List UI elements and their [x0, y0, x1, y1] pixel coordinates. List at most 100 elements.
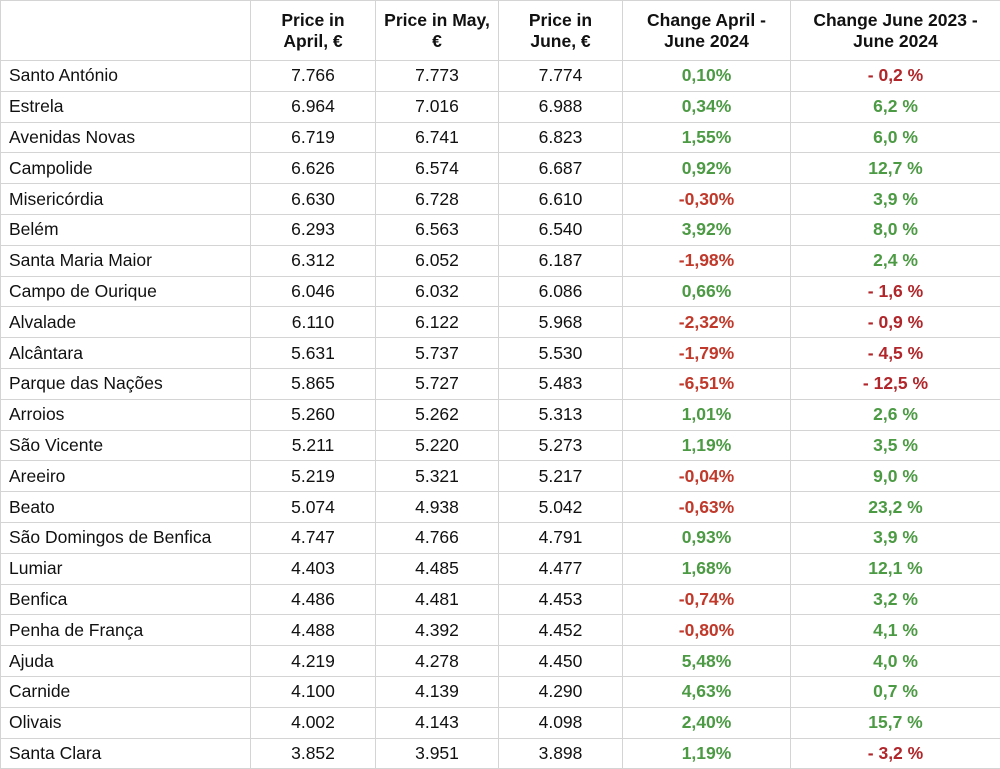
table-row: Lumiar 4.403 4.485 4.477 1,68% 12,1 %: [0, 552, 1000, 585]
price-may: 6.741: [375, 121, 499, 154]
table-row: Penha de França 4.488 4.392 4.452 -0,80% 4,1 …: [0, 614, 1000, 647]
change-yoy: 23,2 %: [790, 491, 1000, 523]
header-cell: Change June 2023 - June 2024: [790, 0, 1000, 61]
table-row: Areeiro 5.219 5.321 5.217 -0,04% 9,0 %: [0, 460, 1000, 493]
price-may: 6.728: [375, 183, 499, 215]
district-name: Lumiar: [0, 552, 251, 585]
change-yoy: - 4,5 %: [790, 337, 1000, 369]
change-april-june: -0,74%: [622, 583, 791, 616]
district-name: Olivais: [0, 706, 251, 739]
table-row: São Domingos de Benfica 4.747 4.766 4.791 0,…: [0, 521, 1000, 554]
price-june: 4.290: [498, 675, 623, 708]
change-april-june: 1,19%: [622, 737, 791, 769]
price-june: 3.898: [498, 737, 623, 769]
price-may: 6.574: [375, 152, 499, 185]
change-yoy: - 0,2 %: [790, 60, 1000, 92]
price-may: 6.032: [375, 275, 499, 308]
table-row: Ajuda 4.219 4.278 4.450 5,48% 4,0 %: [0, 645, 1000, 677]
price-april: 6.110: [250, 306, 376, 339]
header-cell: Price in May, €: [375, 0, 499, 61]
change-yoy: 3,2 %: [790, 583, 1000, 616]
price-may: 6.122: [375, 306, 499, 339]
district-name: Avenidas Novas: [0, 121, 251, 154]
change-yoy: 4,1 %: [790, 614, 1000, 647]
change-april-june: -6,51%: [622, 367, 791, 400]
change-yoy: 12,7 %: [790, 152, 1000, 185]
header-row: Price in April, € Price in May, € Price in…: [0, 0, 1000, 61]
header-cell: Price in June, €: [498, 0, 623, 61]
change-april-june: 5,48%: [622, 645, 791, 677]
price-may: 5.737: [375, 337, 499, 369]
table-row: Santa Maria Maior 6.312 6.052 6.187 -1,98% 2,…: [0, 244, 1000, 277]
change-yoy: 8,0 %: [790, 213, 1000, 246]
change-yoy: 3,9 %: [790, 183, 1000, 215]
district-name: São Domingos de Benfica: [0, 521, 251, 554]
price-may: 5.220: [375, 429, 499, 462]
price-june: 5.313: [498, 398, 623, 431]
price-june: 5.483: [498, 367, 623, 400]
change-april-june: 1,01%: [622, 398, 791, 431]
price-may: 4.392: [375, 614, 499, 647]
district-name: Areeiro: [0, 460, 251, 493]
district-name: Ajuda: [0, 645, 251, 677]
price-may: 5.321: [375, 460, 499, 493]
change-yoy: 3,9 %: [790, 521, 1000, 554]
change-april-june: -0,63%: [622, 491, 791, 523]
change-april-june: 0,92%: [622, 152, 791, 185]
district-name: Beato: [0, 491, 251, 523]
change-april-june: -1,98%: [622, 244, 791, 277]
price-june: 5.273: [498, 429, 623, 462]
price-june: 6.687: [498, 152, 623, 185]
price-april: 5.260: [250, 398, 376, 431]
table-row: Benfica 4.486 4.481 4.453 -0,74% 3,2 %: [0, 583, 1000, 616]
table-row: Olivais 4.002 4.143 4.098 2,40% 15,7 %: [0, 706, 1000, 739]
district-name: Santo António: [0, 60, 251, 92]
district-name: Benfica: [0, 583, 251, 616]
table-row: Parque das Nações 5.865 5.727 5.483 -6,51% - …: [0, 367, 1000, 400]
price-april: 6.046: [250, 275, 376, 308]
price-april: 6.630: [250, 183, 376, 215]
change-yoy: 3,5 %: [790, 429, 1000, 462]
corner-cell: [0, 0, 251, 61]
table-row: Misericórdia 6.630 6.728 6.610 -0,30% 3,9 %: [0, 183, 1000, 215]
price-april: 4.488: [250, 614, 376, 647]
price-april: 5.865: [250, 367, 376, 400]
change-yoy: - 1,6 %: [790, 275, 1000, 308]
district-name: Penha de França: [0, 614, 251, 647]
change-yoy: 15,7 %: [790, 706, 1000, 739]
price-april: 5.074: [250, 491, 376, 523]
price-april: 4.403: [250, 552, 376, 585]
district-name: Alcântara: [0, 337, 251, 369]
change-yoy: 6,0 %: [790, 121, 1000, 154]
district-name: Campolide: [0, 152, 251, 185]
district-name: São Vicente: [0, 429, 251, 462]
price-june: 6.823: [498, 121, 623, 154]
table-row: Campolide 6.626 6.574 6.687 0,92% 12,7 %: [0, 152, 1000, 185]
district-name: Parque das Nações: [0, 367, 251, 400]
price-may: 7.773: [375, 60, 499, 92]
change-april-june: -0,80%: [622, 614, 791, 647]
price-april: 5.219: [250, 460, 376, 493]
table-row: Alcântara 5.631 5.737 5.530 -1,79% - 4,5 %: [0, 337, 1000, 369]
price-april: 6.312: [250, 244, 376, 277]
price-june: 5.530: [498, 337, 623, 369]
price-june: 6.086: [498, 275, 623, 308]
change-april-june: 1,68%: [622, 552, 791, 585]
price-april: 7.766: [250, 60, 376, 92]
price-june: 4.098: [498, 706, 623, 739]
change-april-june: 1,55%: [622, 121, 791, 154]
district-name: Santa Clara: [0, 737, 251, 769]
table-row: Belém 6.293 6.563 6.540 3,92% 8,0 %: [0, 213, 1000, 246]
district-name: Santa Maria Maior: [0, 244, 251, 277]
change-april-june: -2,32%: [622, 306, 791, 339]
price-april: 5.211: [250, 429, 376, 462]
table-body: Santo António 7.766 7.773 7.774 0,10% - 0,2 %…: [0, 60, 1000, 769]
change-april-june: -1,79%: [622, 337, 791, 369]
price-may: 5.262: [375, 398, 499, 431]
change-yoy: 9,0 %: [790, 460, 1000, 493]
price-april: 4.002: [250, 706, 376, 739]
district-name: Misericórdia: [0, 183, 251, 215]
price-april: 6.964: [250, 90, 376, 123]
change-april-june: 0,34%: [622, 90, 791, 123]
price-may: 4.485: [375, 552, 499, 585]
